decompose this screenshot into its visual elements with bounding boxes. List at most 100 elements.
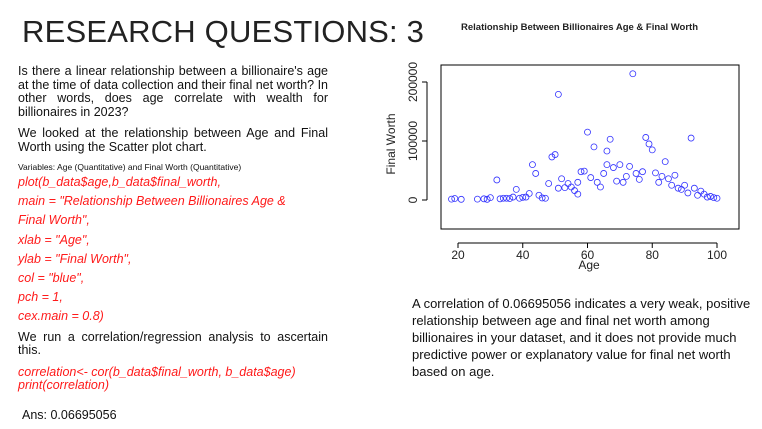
data-point [593,178,601,186]
x-tick-label: 40 [516,248,530,262]
data-point [574,190,582,198]
data-point [590,143,598,151]
slide-title: RESEARCH QUESTIONS: 3 [22,14,425,49]
data-point [694,191,701,199]
data-point [632,170,640,177]
code-line: pch = 1, [18,290,63,305]
data-point [710,194,718,202]
y-tick-label: 200000 [406,62,420,102]
data-point [600,170,608,177]
data-point [496,195,504,203]
data-point [506,195,514,202]
data-point [554,90,562,98]
y-axis-label: Final Worth [384,113,398,174]
y-tick-label: 100000 [406,121,420,161]
data-point [480,195,488,203]
code-line: correlation<- cor(b_data$final_worth, b_… [18,364,296,379]
data-point [519,193,527,201]
data-point [713,194,721,202]
data-point [661,158,669,166]
data-point [681,181,689,189]
data-point [613,177,621,185]
data-point [671,171,679,179]
code-line: main = "Relationship Between Billionaire… [18,194,286,209]
data-point [684,189,692,197]
y-axis: 0 100000 200000 [406,62,428,203]
data-point [619,178,627,186]
data-point [538,194,546,202]
data-point [564,180,572,187]
data-point [677,185,685,193]
data-point [503,194,510,202]
answer-text: Ans: 0.06695056 [22,408,117,422]
data-point [483,195,491,203]
chart-title: Relationship Between Billionaires Age & … [461,22,699,33]
data-point [668,181,676,189]
data-point [648,146,656,154]
code-line: cex.main = 0.8) [18,309,104,324]
scatter-chart: 0 100000 200000 20 40 60 80 100 Age Final Wort… [384,62,740,272]
x-axis: 20 40 60 80 100 [451,242,727,262]
data-point [457,195,465,203]
data-point [577,168,585,176]
data-point [512,185,520,193]
left-column: Is there a linear relationship between a… [18,64,328,393]
variables-text: Variables: Age (Quantitative) and Final … [18,162,242,172]
data-point [571,187,578,194]
data-point [551,151,559,158]
code-line: print(correlation) [18,378,110,393]
data-point [567,183,575,191]
data-point [525,190,533,197]
data-point [493,176,501,184]
data-point [545,180,553,187]
data-point [642,134,650,141]
correlation-summary: A correlation of 0.06695056 indicates a … [412,296,751,379]
data-point [451,195,459,202]
data-point [529,161,536,168]
code-line: col = "blue", [18,271,85,286]
data-points [448,70,721,203]
code-line: plot(b_data$age,b_data$final_worth, [18,175,221,189]
code-line: xlab = "Age", [18,232,90,247]
data-point [687,134,695,142]
x-tick-label: 20 [451,248,465,262]
data-point [580,167,588,175]
plot-frame [440,64,740,230]
data-point [629,70,637,78]
data-point [509,193,517,201]
analysis-note-text: We run a correlation/regression analysis… [18,329,328,358]
data-point [707,193,714,200]
x-axis-label: Age [578,258,600,272]
data-point [499,194,507,202]
data-point [587,174,595,181]
data-point [645,140,653,148]
data-point [561,184,569,192]
data-point [558,175,566,183]
data-point [609,164,617,171]
data-point [665,175,672,183]
y-tick-label: 0 [406,196,420,203]
data-point [626,162,633,170]
plot-code-block: plot(b_data$age,b_data$final_worth, main… [18,173,328,327]
data-point [603,147,611,155]
data-point [658,172,666,180]
data-point [616,161,624,168]
data-point [542,194,549,202]
data-point [603,161,611,168]
data-point [703,193,711,201]
data-point [690,184,698,192]
data-point [474,195,481,203]
data-point [674,184,682,192]
data-point [584,128,591,136]
data-point [639,168,646,176]
x-tick-label: 60 [581,248,595,262]
x-tick-label: 80 [646,248,660,262]
research-question-text: Is there a linear relationship between a… [18,64,328,119]
data-point [486,194,494,202]
data-point [532,170,540,177]
data-point [597,183,604,191]
code-line: Final Worth", [18,213,90,228]
data-point [554,184,562,192]
data-point [635,175,643,183]
data-point [622,172,630,180]
